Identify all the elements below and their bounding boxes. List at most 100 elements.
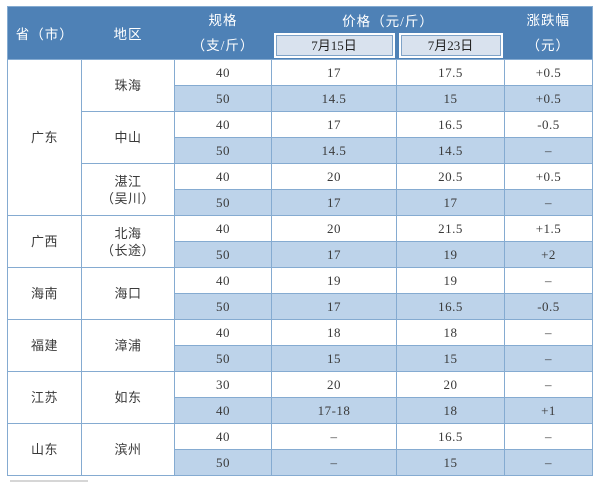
price-july23-cell: 15 [395, 449, 506, 476]
change-cell: +1.5 [504, 215, 594, 242]
price-table-body: 广东 珠海 40 17 17.5 +0.5 50 14.5 15 +0.5 中山 40 17 16.5 -0… [7, 59, 594, 476]
spec-cell: 50 [174, 189, 272, 216]
spec-cell: 40 [174, 215, 272, 242]
table-row: 湛江 （吴川） 40 20 20.5 +0.5 [8, 163, 594, 216]
price-table-header: 省（市） 地区 规格 （支/斤） 价格（元/斤） 涨跌幅 [7, 6, 593, 60]
price-july23-cell: 20.5 [395, 163, 506, 190]
change-cell: – [504, 449, 594, 476]
price-july15-cell: 17 [271, 189, 397, 216]
price-july15-cell: – [271, 423, 397, 450]
header-province-label: 省（市） [15, 27, 74, 42]
header-spec-unit: （支/斤） [191, 38, 255, 53]
spec-cell: 40 [174, 163, 272, 190]
region-cell: 如东 [81, 371, 175, 424]
price-july15-cell: 14.5 [271, 137, 397, 164]
spec-cell: 50 [174, 85, 272, 112]
header-change-unit: （元） [526, 38, 571, 53]
change-cell: – [504, 423, 594, 450]
change-cell: -0.5 [504, 293, 594, 320]
header-price-group-label: 价格（元/斤） [342, 14, 434, 29]
header-price-group: 价格（元/斤） [271, 6, 505, 33]
change-cell: – [504, 371, 594, 398]
price-july23-cell: 17 [395, 189, 506, 216]
spec-cell: 50 [174, 137, 272, 164]
province-cell: 海南 [7, 267, 82, 320]
header-change-label: 涨跌幅 [526, 13, 571, 28]
spec-cell: 30 [174, 371, 272, 398]
table-row: 50 15 15– [8, 345, 594, 372]
change-cell: – [504, 267, 594, 294]
region-cell: 湛江 （吴川） [81, 163, 175, 216]
header-region: 地区 [81, 6, 175, 60]
price-july23-cell: 21.5 [395, 215, 506, 242]
price-july15-cell: 20 [271, 371, 397, 398]
header-province: 省（市） [7, 6, 82, 60]
table-row: 福建 漳浦 40 18 18– [7, 319, 594, 372]
change-cell: +0.5 [504, 85, 594, 112]
price-july23-cell: 20 [395, 371, 506, 398]
spec-cell: 40 [174, 59, 272, 86]
table-row: 50 14.5 14.5– [8, 137, 594, 164]
change-cell: +0.5 [504, 59, 594, 86]
price-july15-cell: 17 [271, 59, 397, 86]
header-row-2: 7月15日 7月23日 [8, 33, 593, 60]
header-spec-label: 规格 [208, 13, 238, 28]
price-july23-cell: 18 [395, 397, 506, 424]
price-july15-cell: 19 [271, 267, 397, 294]
header-date-july15-chip: 7月15日 [275, 35, 393, 56]
spec-cell: 40 [174, 397, 272, 424]
table-row: 山东 滨州 40–16.5– [7, 423, 594, 476]
price-july15-cell: 17 [271, 293, 397, 320]
header-row-1: 省（市） 地区 规格 （支/斤） 价格（元/斤） 涨跌幅 [7, 6, 593, 60]
price-july15-cell: 14.5 [271, 85, 397, 112]
price-july23-cell: 19 [395, 267, 506, 294]
bottom-partial-line [10, 480, 88, 482]
price-july23-cell: 19 [395, 241, 506, 268]
change-cell: – [504, 137, 594, 164]
price-july15-cell: – [271, 449, 397, 476]
price-july15-cell: 18 [271, 319, 397, 346]
price-july23-cell: 17.5 [395, 59, 506, 86]
table-row: 江苏 如东 30 20 20– [7, 371, 594, 424]
table-row: 40 17-18 18 +1 [8, 397, 594, 424]
price-july23-cell: 14.5 [395, 137, 506, 164]
price-july15-cell: 17 [271, 111, 397, 138]
price-july23-cell: 16.5 [395, 293, 506, 320]
table-row: 广西 北海 （长途） 40 20 21.5 +1.5 [7, 215, 594, 268]
spec-cell: 50 [174, 241, 272, 268]
province-cell: 福建 [7, 319, 82, 372]
region-cell: 海口 [81, 267, 175, 320]
spec-cell: 40 [174, 267, 272, 294]
region-cell: 北海 （长途） [81, 215, 175, 268]
price-july23-cell: 15 [395, 345, 506, 372]
header-spec: 规格 （支/斤） [174, 6, 272, 60]
region-cell: 漳浦 [81, 319, 175, 372]
region-cell: 珠海 [81, 59, 175, 112]
change-cell: +1 [504, 397, 594, 424]
province-cell: 广西 [7, 215, 82, 268]
province-cell: 江苏 [7, 371, 82, 424]
table-row: 50 14.5 15 +0.5 [8, 85, 594, 112]
header-date-july23-chip: 7月23日 [400, 35, 501, 56]
spec-cell: 40 [174, 111, 272, 138]
table-row: 50 17 16.5 -0.5 [8, 293, 594, 320]
spec-cell: 50 [174, 293, 272, 320]
header-date-july23: 7月23日 [396, 33, 505, 60]
change-cell: – [504, 189, 594, 216]
change-cell: – [504, 319, 594, 346]
spec-cell: 50 [174, 449, 272, 476]
price-july15-cell: 20 [271, 163, 397, 190]
price-table: 省（市） 地区 规格 （支/斤） 价格（元/斤） 涨跌幅 [7, 6, 594, 476]
spec-cell: 40 [174, 319, 272, 346]
price-july15-cell: 15 [271, 345, 397, 372]
table-row: 广东 珠海 40 17 17.5 +0.5 [7, 59, 594, 216]
header-change: 涨跌幅 （元） [504, 6, 593, 60]
change-cell: +0.5 [504, 163, 594, 190]
spec-cell: 50 [174, 345, 272, 372]
table-row: 50 17 19 +2 [8, 241, 594, 268]
change-cell: – [504, 345, 594, 372]
price-july23-cell: 16.5 [395, 111, 506, 138]
price-july23-cell: 15 [395, 85, 506, 112]
province-cell: 广东 [7, 59, 82, 216]
